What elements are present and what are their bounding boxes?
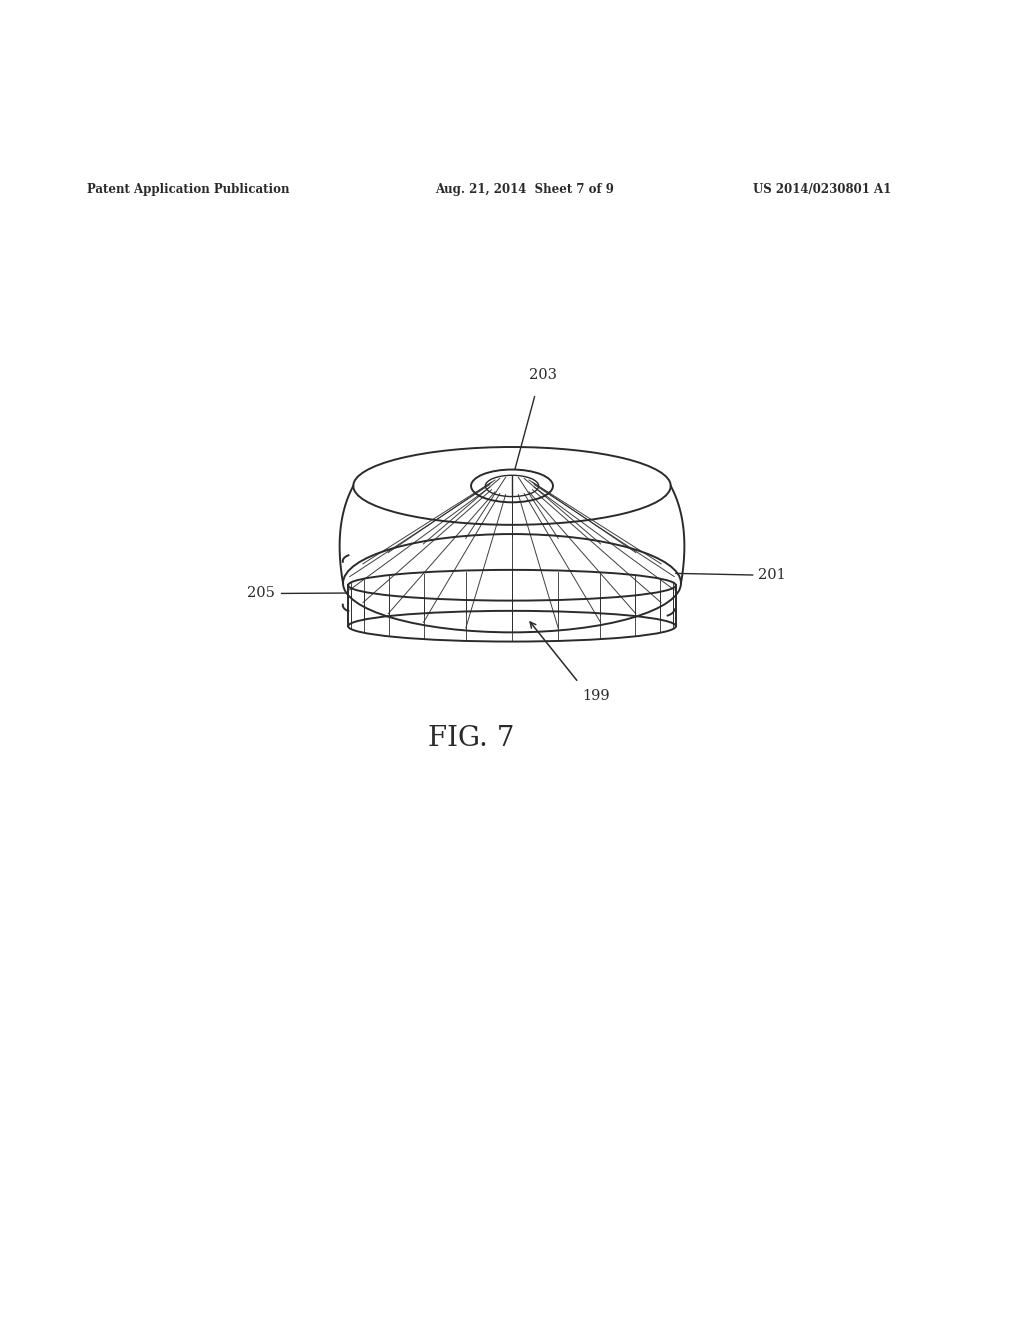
Text: US 2014/0230801 A1: US 2014/0230801 A1 [753,183,891,195]
Text: 205: 205 [247,586,274,601]
Text: FIG. 7: FIG. 7 [428,726,514,752]
Text: Aug. 21, 2014  Sheet 7 of 9: Aug. 21, 2014 Sheet 7 of 9 [435,183,614,195]
Text: Patent Application Publication: Patent Application Publication [87,183,290,195]
Text: 199: 199 [583,689,610,702]
Text: 203: 203 [528,368,557,383]
Text: 201: 201 [758,568,785,582]
